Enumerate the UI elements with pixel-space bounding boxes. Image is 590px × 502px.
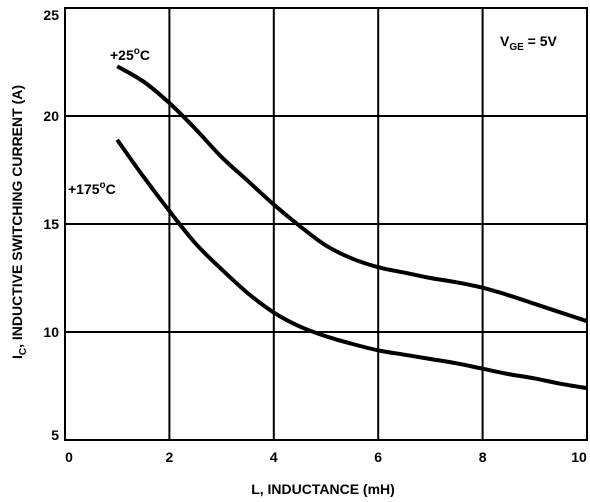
y-axis-title-main: I (9, 355, 25, 359)
series-label-175c-suffix: C (106, 181, 116, 197)
y-axis-title: IC, INDUCTIVE SWITCHING CURRENT (A) (9, 85, 29, 359)
x-tick-label: 10 (571, 449, 587, 465)
y-axis-title-subscript: C (18, 348, 29, 355)
y-tick-label: 5 (51, 427, 59, 443)
series-label-175c-degree: o (100, 180, 106, 191)
series-label-175c-prefix: +175 (68, 181, 100, 197)
series-label-25c-prefix: +25 (110, 47, 134, 63)
series-lines (115, 64, 588, 391)
tick-labels: 0 2 4 6 8 10 5 10 15 20 25 (43, 7, 587, 465)
y-tick-label: 25 (43, 7, 59, 23)
x-tick-label: 0 (65, 449, 73, 465)
condition-annotation: VGE = 5V (500, 33, 558, 53)
y-tick-label: 15 (43, 216, 59, 232)
series-label-25c: +25oC (110, 46, 150, 63)
series-line-25c (116, 64, 588, 324)
series-line-175c (115, 138, 588, 391)
annotation-rest: = 5V (524, 33, 558, 49)
x-tick-label: 2 (166, 449, 174, 465)
series-label-25c-degree: o (134, 46, 140, 57)
x-tick-label: 4 (270, 449, 278, 465)
y-axis-title-rest: , INDUCTIVE SWITCHING CURRENT (A) (9, 85, 25, 348)
y-tick-label: 10 (43, 324, 59, 340)
series-label-175c: +175oC (68, 180, 116, 197)
x-tick-label: 8 (479, 449, 487, 465)
y-tick-label: 20 (43, 108, 59, 124)
series-label-25c-suffix: C (140, 47, 150, 63)
annotation-main: V (500, 33, 510, 49)
gridlines (65, 8, 587, 440)
x-axis-title: L, INDUCTANCE (mH) (251, 481, 395, 497)
x-tick-label: 6 (374, 449, 382, 465)
annotation-subscript: GE (509, 42, 524, 53)
plot-frame (64, 7, 588, 441)
